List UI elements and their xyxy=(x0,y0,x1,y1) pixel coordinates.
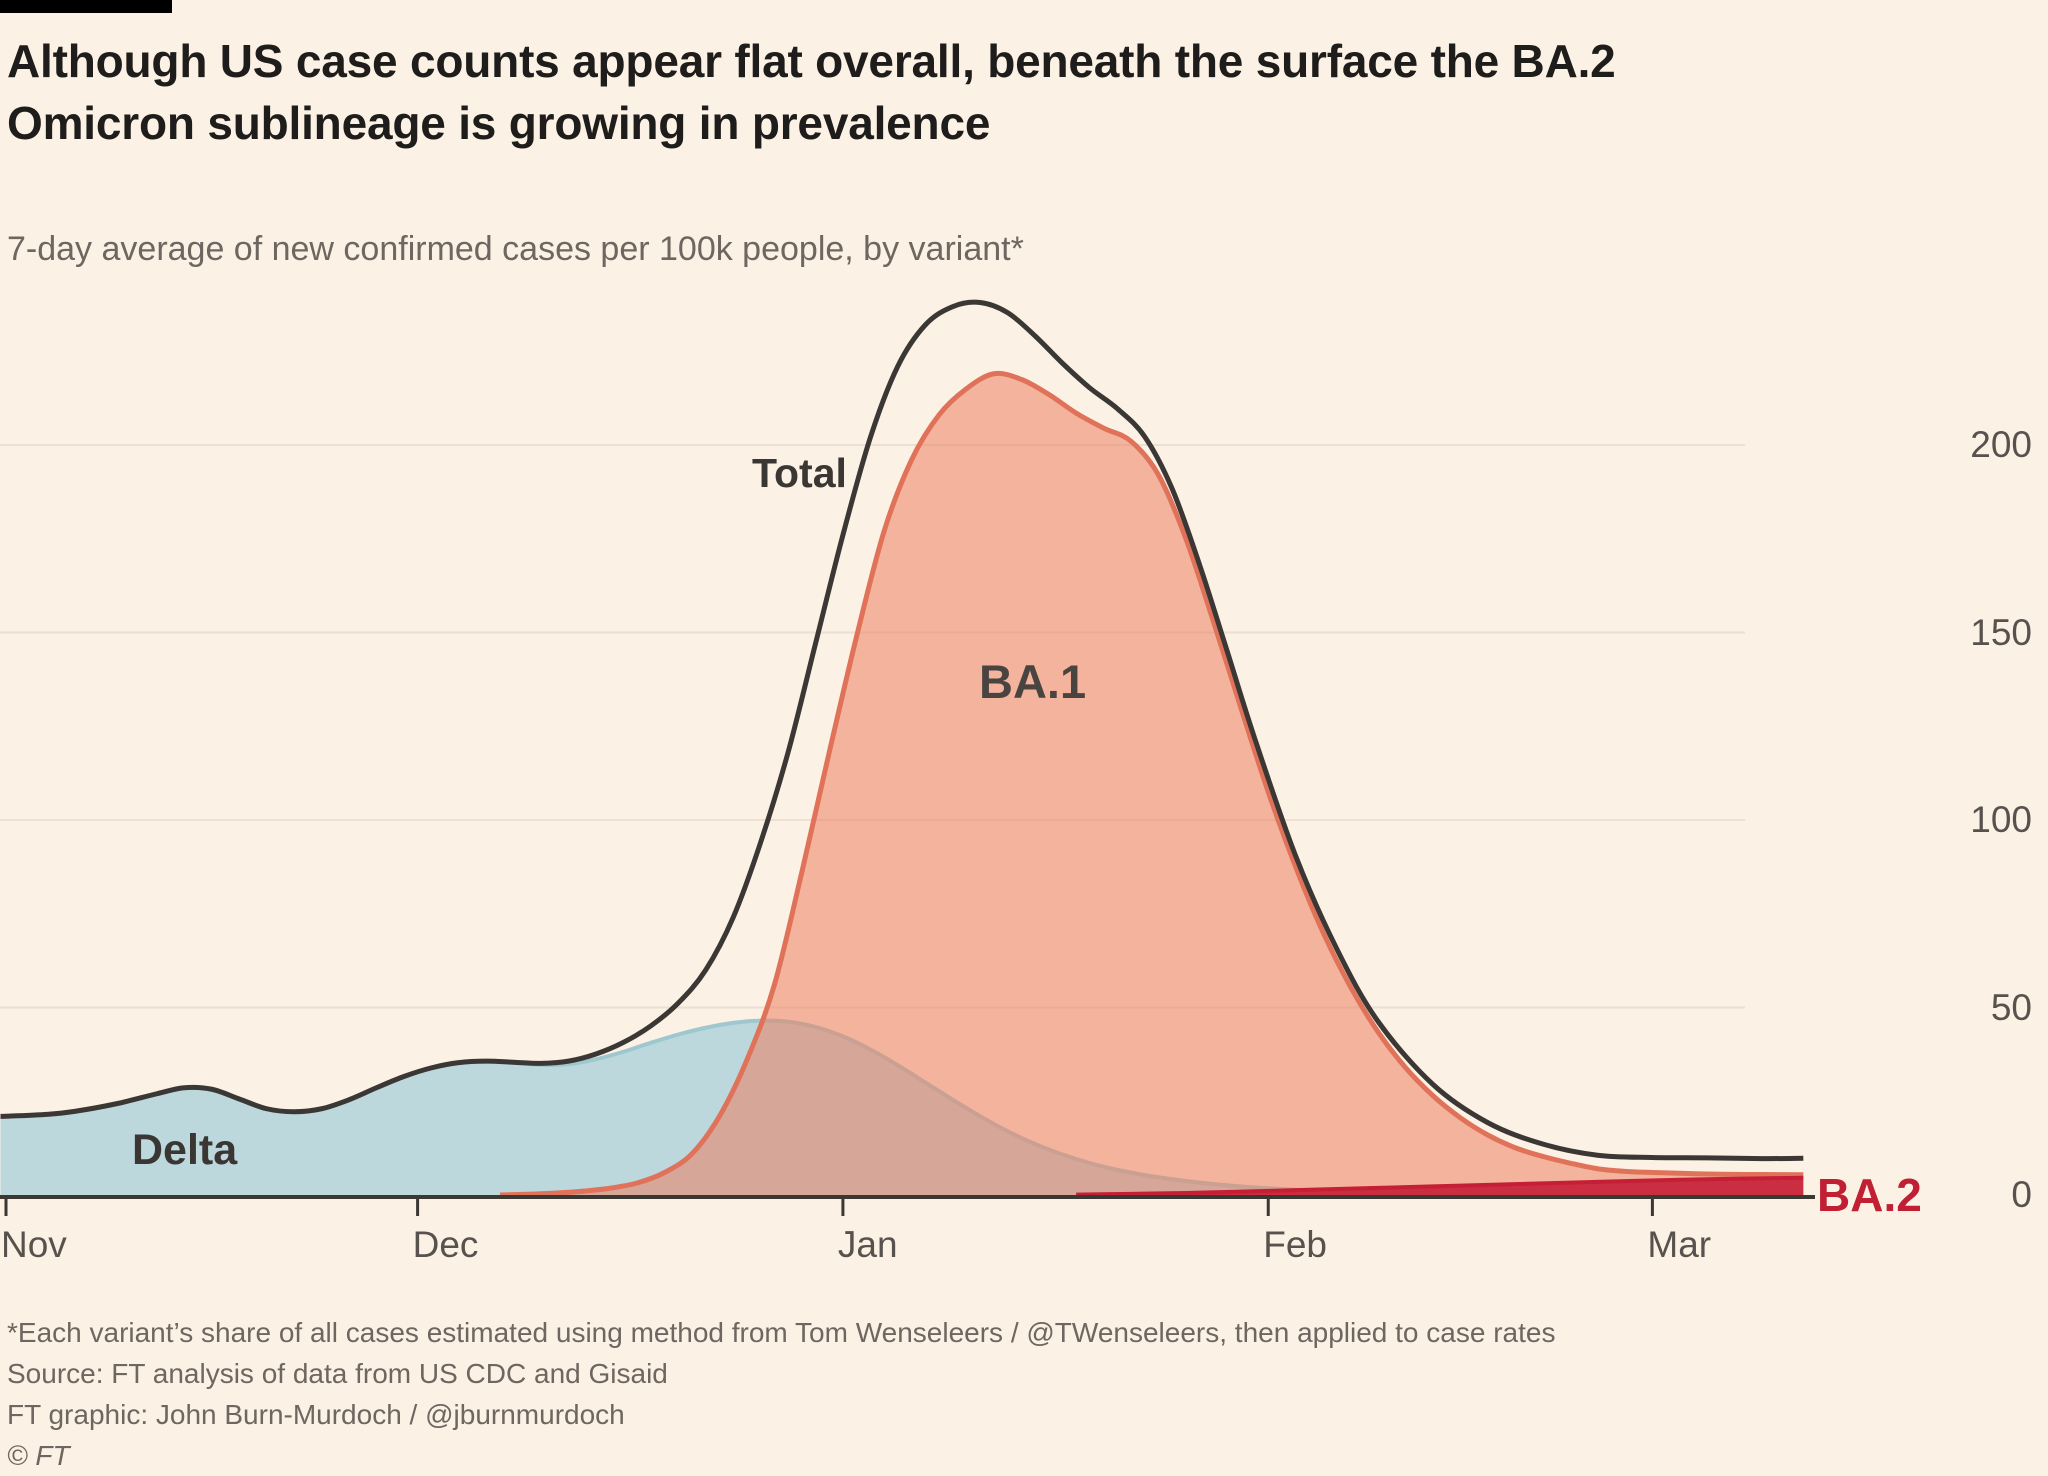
y-tick-label-150: 150 xyxy=(1970,611,2032,653)
title-line-2: Omicron sublineage is growing in prevale… xyxy=(7,97,991,149)
x-tick-label-feb: Feb xyxy=(1263,1224,1327,1265)
kicker-bar xyxy=(0,0,172,13)
x-tick-label-nov: Nov xyxy=(1,1224,67,1265)
series-label-ba1: BA.1 xyxy=(979,655,1087,708)
series-label-total: Total xyxy=(752,450,847,496)
footnote-method: *Each variant’s share of all cases estim… xyxy=(7,1317,1556,1348)
ba2-line xyxy=(1076,1175,1804,1197)
ba1-line xyxy=(499,370,1804,1198)
total-line xyxy=(0,299,1804,1162)
footnote-credit: FT graphic: John Burn-Murdoch / @jburnmu… xyxy=(7,1399,625,1430)
ba1-area xyxy=(499,373,1804,1198)
x-tick-label-jan: Jan xyxy=(837,1224,898,1265)
y-tick-label-200: 200 xyxy=(1970,424,2032,465)
title-line-1: Although US case counts appear flat over… xyxy=(7,35,1616,87)
footnote-source: Source: FT analysis of data from US CDC … xyxy=(7,1358,668,1389)
y-tick-label-100: 100 xyxy=(1970,799,2032,840)
footnotes-block: *Each variant’s share of all cases estim… xyxy=(7,1312,1555,1476)
series-label-ba2: BA.2 xyxy=(1817,1169,1922,1221)
chart-subtitle: 7-day average of new confirmed cases per… xyxy=(7,230,1024,268)
copyright: © FT xyxy=(7,1440,70,1471)
x-tick-label-mar: Mar xyxy=(1647,1224,1712,1265)
y-tick-label-0: 0 xyxy=(2011,1174,2032,1215)
x-tick-label-dec: Dec xyxy=(412,1224,479,1265)
series-label-delta: Delta xyxy=(132,1126,238,1174)
y-tick-label-50: 50 xyxy=(1990,986,2032,1028)
page-title: Although US case counts appear flat over… xyxy=(7,30,1616,154)
